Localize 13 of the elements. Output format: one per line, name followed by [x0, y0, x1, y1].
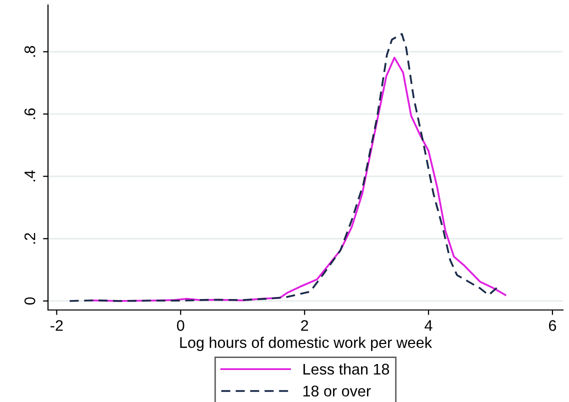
- y-tick-label: .6: [24, 108, 36, 120]
- legend-label: 18 or over: [303, 386, 371, 397]
- x-tick-label: 2: [301, 320, 308, 331]
- x-tick-label: -2: [50, 320, 63, 331]
- x-tick-label: 4: [424, 320, 432, 331]
- x-tick-label: 0: [176, 320, 184, 331]
- x-axis-title: Log hours of domestic work per week: [180, 336, 432, 351]
- legend-label: Less than 18: [304, 363, 390, 375]
- y-tick-label: 0: [24, 297, 36, 305]
- y-tick-label: .8: [24, 46, 36, 57]
- x-tick-label: 6: [548, 320, 556, 331]
- y-tick-label: .2: [24, 233, 36, 244]
- y-tick-label: .4: [24, 170, 36, 182]
